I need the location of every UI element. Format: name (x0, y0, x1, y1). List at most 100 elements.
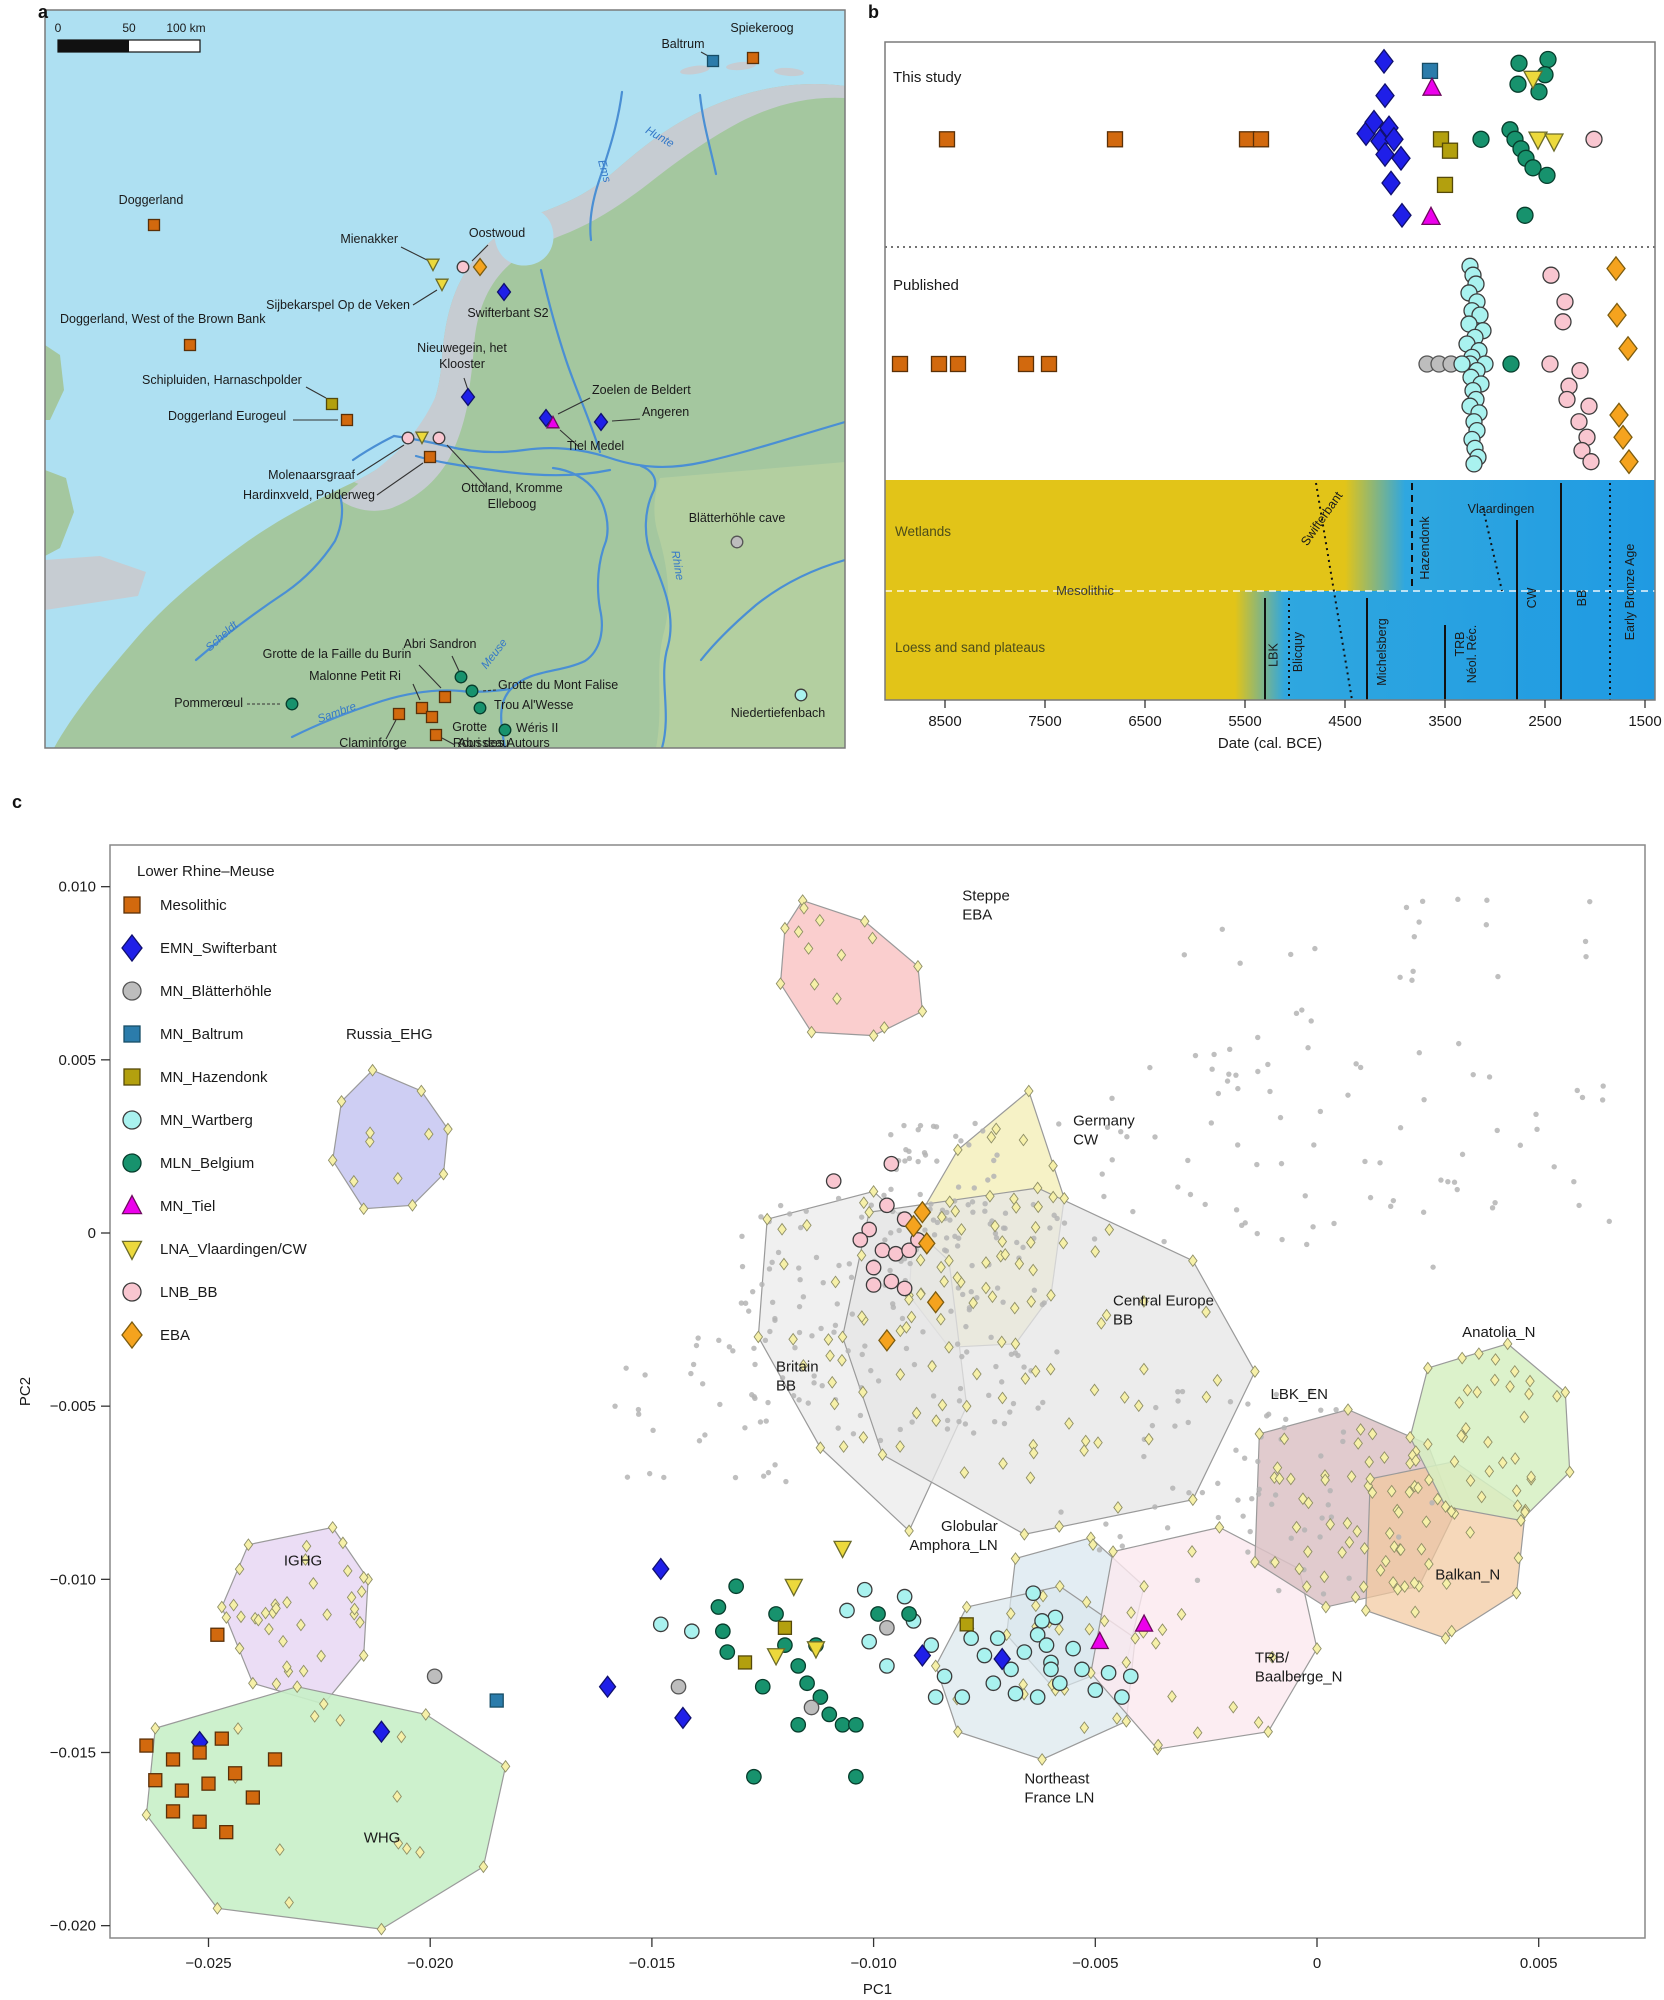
background-reference-dot (948, 1308, 954, 1314)
background-reference-dot (661, 1474, 667, 1481)
site-leader-line (400, 246, 428, 261)
background-reference-dot (903, 1345, 910, 1352)
cluster-member-point (991, 1122, 1001, 1136)
cluster-member-point (1476, 1490, 1487, 1504)
cluster-member-point (396, 1730, 407, 1744)
map-england (45, 345, 64, 420)
background-reference-dot (907, 1260, 913, 1267)
cluster-member-point (415, 1845, 425, 1859)
pca-point-lnb_bb (865, 1277, 882, 1293)
background-reference-dot (1272, 1492, 1279, 1498)
cluster-member-point (944, 1195, 955, 1209)
timeline-point-emn_swifterbant (1384, 126, 1404, 153)
pca-point-mn_blatterhohle (879, 1619, 895, 1636)
cluster-member-point (1119, 1390, 1130, 1404)
cluster-member-point (421, 1707, 431, 1721)
cluster-member-point (319, 1697, 329, 1711)
map-site-marker (730, 535, 744, 549)
cluster-member-point (1157, 1623, 1168, 1637)
background-reference-dot (846, 1261, 853, 1267)
background-reference-dot (1420, 1209, 1427, 1215)
cluster-member-point (1113, 1501, 1123, 1514)
timeline-point-mesolithic (949, 355, 967, 373)
cluster-member-point (365, 1126, 375, 1140)
background-reference-dot (796, 1265, 802, 1271)
cluster-member-point (1461, 1421, 1471, 1435)
cluster-member-point (212, 1901, 223, 1915)
pca-cluster-label-steppe_eba: Steppe (962, 888, 1010, 905)
background-reference-dot (969, 1199, 976, 1205)
map-delta-lowland (340, 386, 470, 511)
map-site-label: Doggerland Eurogeul (168, 409, 286, 423)
pca-point-mn_wartberg (1043, 1661, 1059, 1678)
cluster-member-point (793, 925, 804, 939)
background-reference-dot (980, 1128, 986, 1134)
cluster-member-point (1096, 1316, 1107, 1330)
cluster-member-point (1144, 1432, 1154, 1446)
background-reference-dot (955, 1184, 962, 1190)
cluster-member-point (376, 1922, 387, 1936)
legend-label-mn_blatterhohle: MN_Blätterhöhle (160, 983, 272, 1000)
cluster-member-point (1446, 1504, 1457, 1518)
pca-point-mesolithic (192, 1745, 207, 1760)
timeline-point-lnb_bb (1558, 390, 1576, 409)
background-reference-dot (862, 1343, 868, 1349)
map-site-label: Grotte de la Faille du Burin (263, 647, 412, 661)
background-reference-dot (1268, 1501, 1275, 1507)
timeline-point-lnb_bb (1541, 355, 1559, 373)
background-reference-dot (1317, 1534, 1323, 1540)
pca-point-emn_swifterbant (651, 1557, 670, 1581)
cluster-member-point (1411, 1454, 1421, 1467)
cluster-member-point (1090, 1245, 1101, 1258)
cluster-member-point (1009, 1301, 1020, 1315)
background-reference-dot (1215, 1090, 1222, 1097)
background-reference-dot (859, 1351, 865, 1358)
cluster-member-point (1188, 1493, 1198, 1507)
background-reference-dot (726, 1344, 733, 1350)
culture-label: BB (1575, 590, 1589, 607)
background-reference-dot (1130, 1208, 1136, 1215)
background-reference-dot (1276, 1587, 1282, 1594)
background-reference-dot (1574, 1087, 1580, 1094)
map-site: Mienakker (340, 232, 450, 292)
background-reference-dot (769, 1299, 776, 1306)
pca-point-mesolithic (245, 1790, 260, 1805)
background-reference-dot (1256, 1486, 1262, 1493)
timeline-point-eba (1619, 448, 1639, 475)
timeline-point-mn_hazendonk (1436, 176, 1454, 194)
background-reference-dot (877, 1437, 884, 1444)
background-reference-dot (1109, 1157, 1115, 1163)
pca-x-tick-label: −0.015 (629, 1955, 675, 1972)
background-reference-dot (1390, 1197, 1397, 1204)
cluster-member-point (1483, 1435, 1493, 1449)
map-river (194, 494, 344, 662)
background-reference-dot (1007, 1409, 1013, 1415)
background-reference-dot (954, 1341, 961, 1347)
pca-cluster-label-central_bb: Central Europe (1113, 1293, 1214, 1310)
cluster-member-point (234, 1641, 245, 1655)
cluster-member-point (141, 1808, 152, 1822)
background-reference-dot (717, 1401, 723, 1408)
background-reference-dot (956, 1398, 963, 1404)
map-site-label: Grotte du Mont Falise (498, 678, 618, 692)
pca-point-mesolithic (148, 1773, 163, 1788)
river-label: Ems (595, 159, 613, 185)
background-reference-dot (836, 1262, 842, 1269)
background-reference-dot (1429, 1500, 1435, 1506)
cluster-member-point (859, 914, 870, 928)
timeline-point-emn_swifterbant (1364, 109, 1384, 135)
background-reference-dot (699, 1381, 706, 1387)
pca-cluster-label-whg: WHG (364, 1830, 401, 1847)
background-reference-dot (1249, 1496, 1255, 1502)
background-reference-dot (1187, 1191, 1194, 1198)
pca-point-mn_wartberg (1100, 1664, 1117, 1681)
background-reference-dot (811, 1380, 817, 1386)
background-reference-dot (790, 1392, 797, 1399)
pca-point-mesolithic (210, 1627, 225, 1642)
pca-point-mn_wartberg (856, 1581, 873, 1598)
pca-cluster-label-glob_amphora: Amphora_LN (909, 1537, 997, 1554)
background-reference-dot (1410, 968, 1416, 975)
cluster-member-point (895, 1368, 906, 1381)
cluster-member-point (806, 1025, 817, 1039)
pca-cluster-label-central_bb: BB (1113, 1312, 1133, 1329)
